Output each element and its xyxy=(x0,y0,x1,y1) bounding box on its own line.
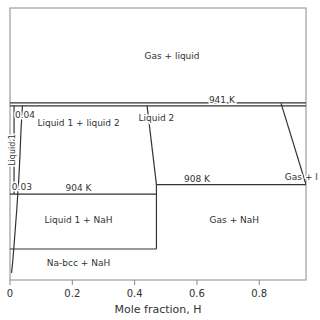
region-label: 904 K xyxy=(66,183,93,193)
region-label: Gas + NaH xyxy=(210,215,259,225)
phase-boundary xyxy=(10,248,156,249)
region-label: 941 K xyxy=(209,95,236,105)
phase-boundary xyxy=(10,194,156,195)
region-label: 0.03 xyxy=(12,182,32,192)
region-label: Liquid 1 + liquid 2 xyxy=(37,118,119,128)
region-label: Gas + liquid xyxy=(144,51,199,61)
lines xyxy=(10,103,306,273)
x-tick-label: 0.2 xyxy=(64,288,80,299)
phase-boundary xyxy=(10,105,306,106)
phase-boundary xyxy=(156,185,157,249)
x-tick xyxy=(10,280,11,285)
region-label: Gas + l xyxy=(285,172,318,182)
x-tick xyxy=(134,280,135,285)
x-axis-label: Mole fraction, H xyxy=(114,303,201,316)
x-tick-label: 0.6 xyxy=(189,288,205,299)
region-label: 908 K xyxy=(184,174,211,184)
region-label: Liquid 1 xyxy=(8,134,17,166)
x-tick-label: 0 xyxy=(7,288,13,299)
x-tick xyxy=(72,280,73,285)
x-tick-label: 0.4 xyxy=(127,288,143,299)
x-tick xyxy=(259,280,260,285)
plot-frame xyxy=(10,8,306,280)
x-tick xyxy=(196,280,197,285)
phase-boundary xyxy=(156,184,306,185)
region-label: Na-bcc + NaH xyxy=(47,258,110,268)
region-label: 0.04 xyxy=(15,110,35,120)
x-tick-label: 0.8 xyxy=(251,288,267,299)
phase-boundary xyxy=(10,102,306,103)
region-label: Liquid 2 xyxy=(139,113,175,123)
region-label: Liquid 1 + NaH xyxy=(45,215,113,225)
chart: 0 0.2 0.4 0.6 0.8 Mole fraction, H Liquid 1 Gas… xyxy=(0,0,320,320)
